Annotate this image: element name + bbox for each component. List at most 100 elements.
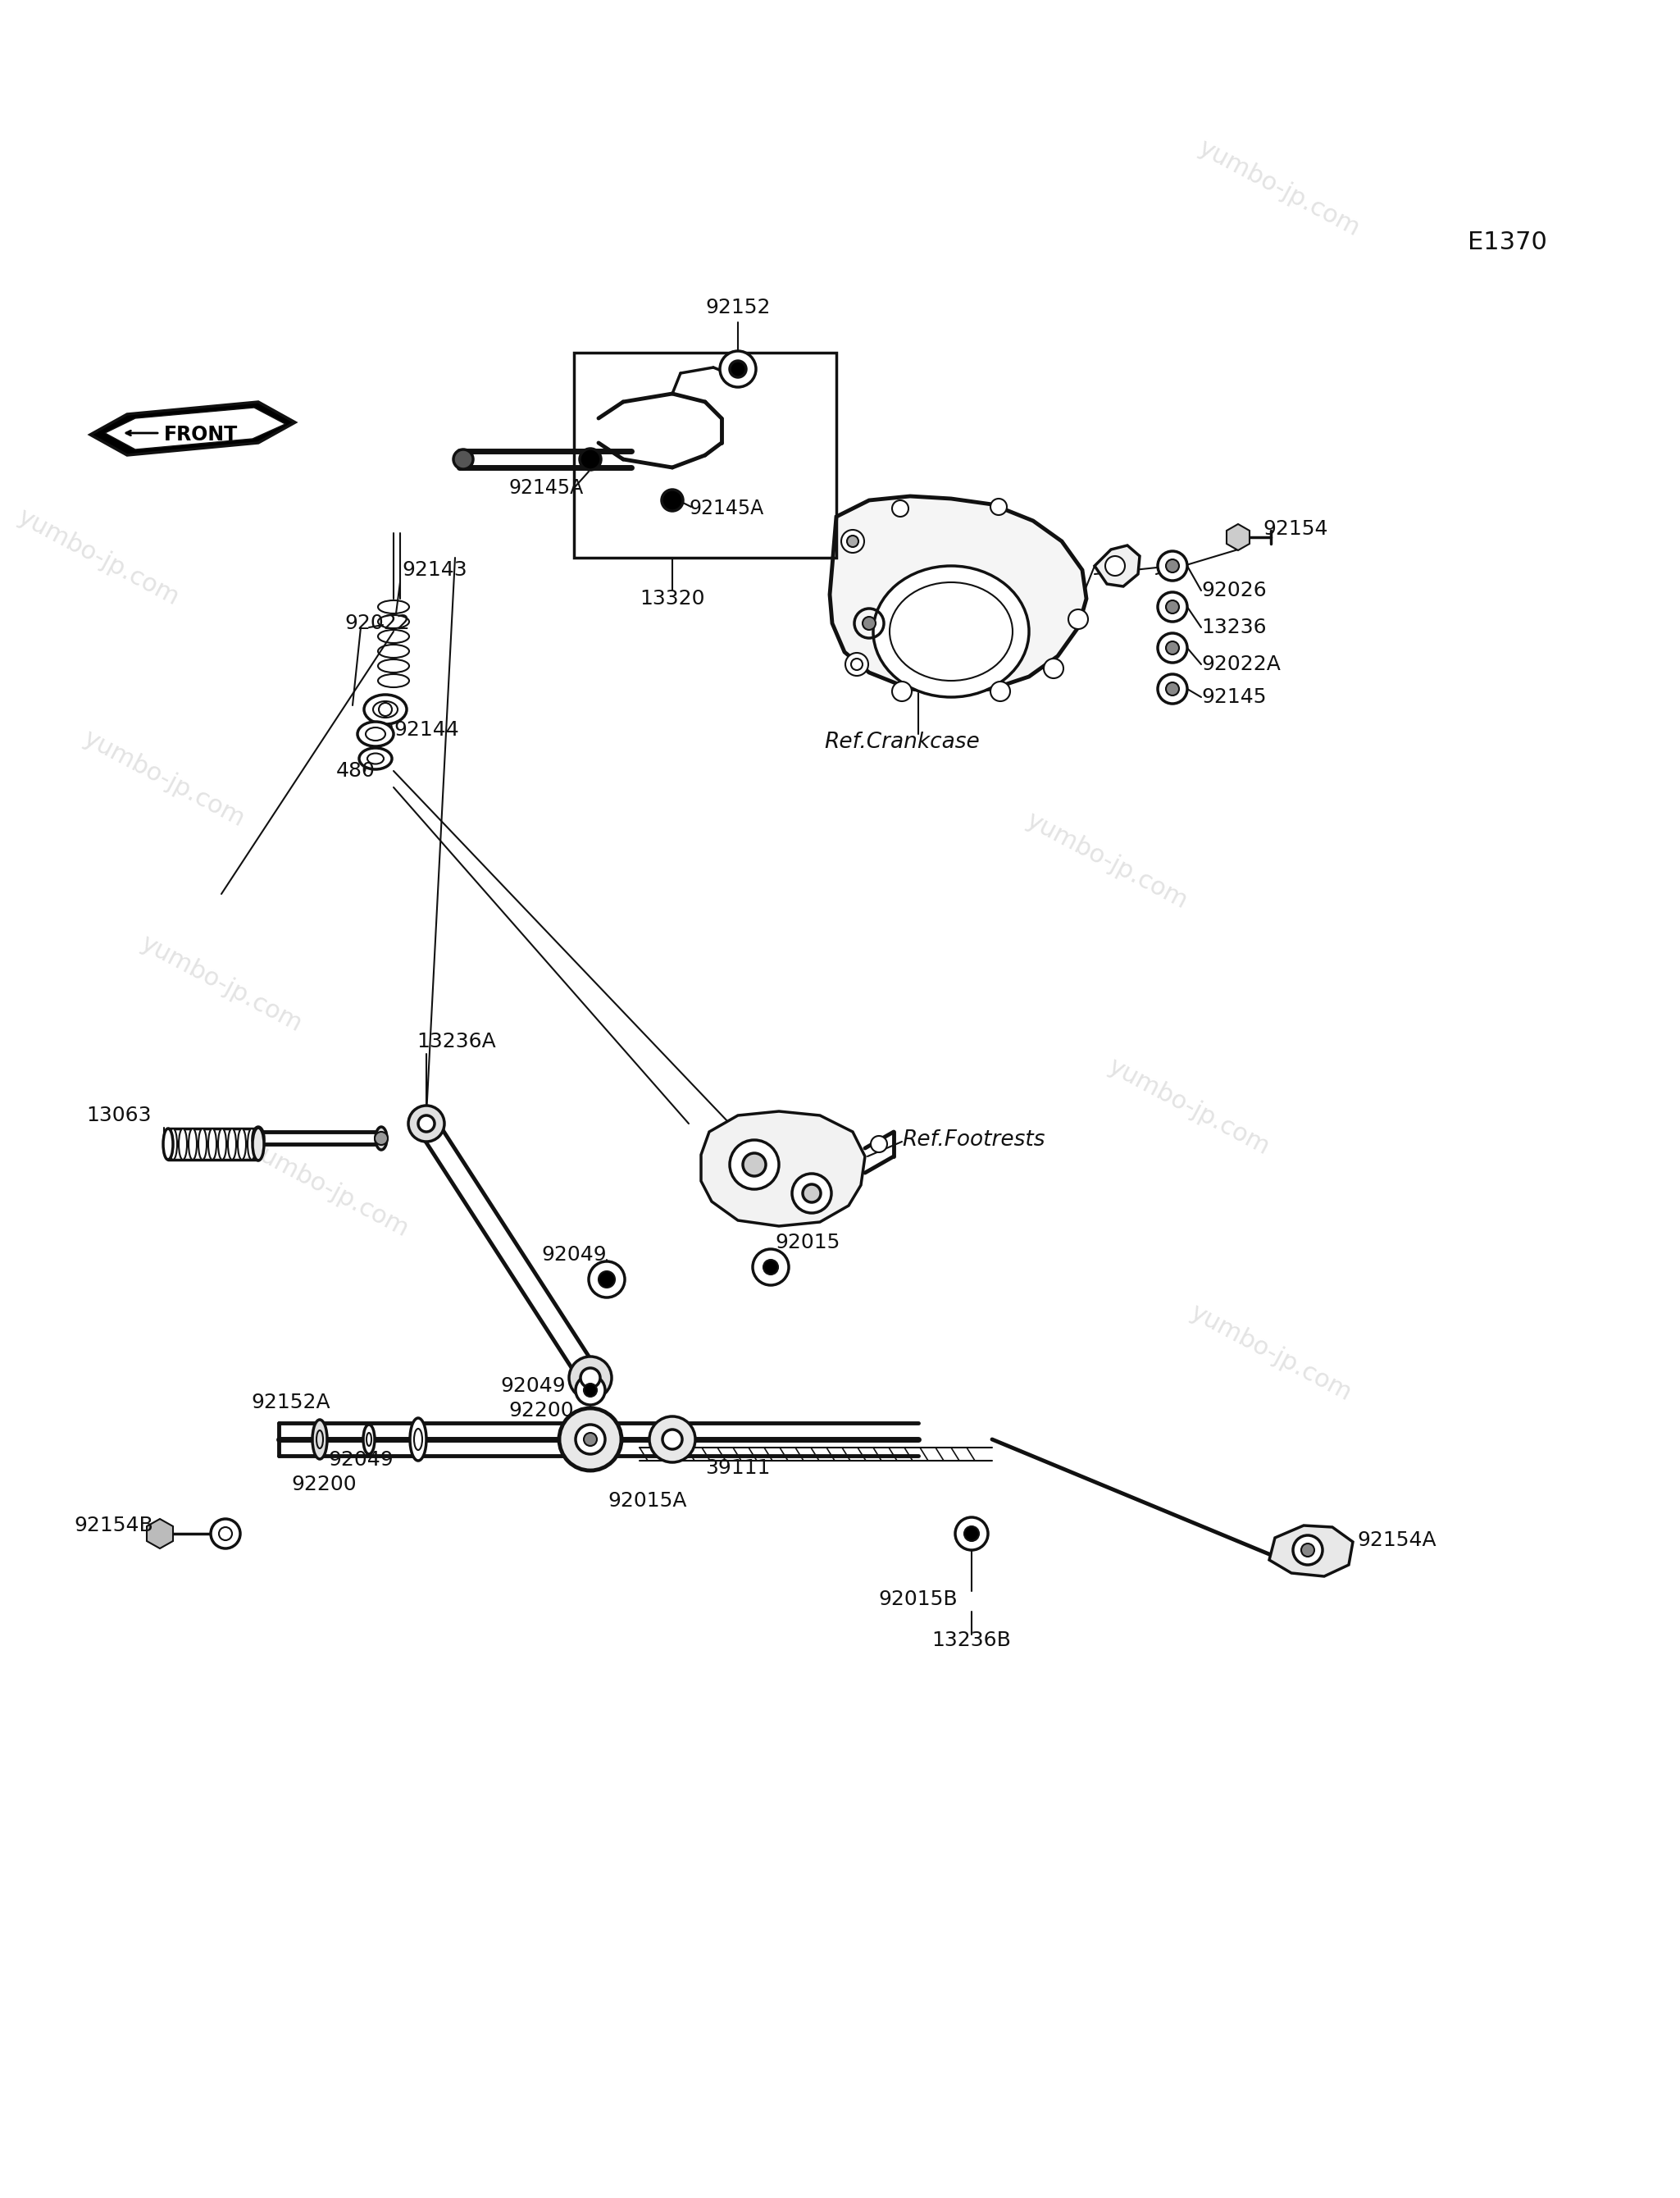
Text: 13063: 13063 xyxy=(86,1106,151,1125)
Text: 13236: 13236 xyxy=(1201,618,1267,637)
Circle shape xyxy=(842,530,864,552)
Text: 92049: 92049 xyxy=(541,1244,606,1264)
Circle shape xyxy=(991,681,1010,701)
Circle shape xyxy=(845,653,869,675)
Circle shape xyxy=(964,1525,979,1541)
Circle shape xyxy=(1105,556,1126,576)
Circle shape xyxy=(581,1367,600,1387)
Circle shape xyxy=(1166,558,1179,571)
Circle shape xyxy=(1158,591,1188,622)
Circle shape xyxy=(1158,552,1188,580)
Circle shape xyxy=(559,1409,622,1470)
Text: 92144: 92144 xyxy=(393,721,459,741)
Circle shape xyxy=(576,1424,605,1455)
Polygon shape xyxy=(830,497,1087,692)
Text: 92015A: 92015A xyxy=(608,1490,687,1510)
Circle shape xyxy=(375,1132,388,1145)
Text: 92200: 92200 xyxy=(509,1400,575,1420)
Circle shape xyxy=(580,448,601,470)
Text: Ref.Footrests: Ref.Footrests xyxy=(902,1130,1045,1152)
Circle shape xyxy=(588,1262,625,1297)
Text: 92015B: 92015B xyxy=(879,1589,958,1609)
Circle shape xyxy=(721,352,756,387)
Ellipse shape xyxy=(178,1128,186,1161)
Circle shape xyxy=(956,1517,988,1550)
Circle shape xyxy=(729,1141,780,1189)
Text: 92145: 92145 xyxy=(1201,688,1267,708)
Circle shape xyxy=(791,1174,832,1213)
Text: Ref.Crankcase: Ref.Crankcase xyxy=(825,732,979,754)
Circle shape xyxy=(763,1259,778,1275)
Text: yumbo-jp.com: yumbo-jp.com xyxy=(1186,1301,1356,1407)
Ellipse shape xyxy=(188,1128,197,1161)
Text: 92145A: 92145A xyxy=(689,499,763,519)
Polygon shape xyxy=(701,1112,865,1226)
Text: FRONT: FRONT xyxy=(165,424,239,444)
Text: E1370: E1370 xyxy=(1468,231,1547,253)
Ellipse shape xyxy=(218,1128,227,1161)
Text: 480: 480 xyxy=(336,761,375,780)
Circle shape xyxy=(598,1270,615,1288)
Circle shape xyxy=(753,1248,788,1286)
Polygon shape xyxy=(146,1519,173,1547)
Ellipse shape xyxy=(410,1418,427,1462)
Ellipse shape xyxy=(247,1128,255,1161)
Circle shape xyxy=(576,1376,605,1405)
Ellipse shape xyxy=(228,1128,237,1161)
Text: 92022A: 92022A xyxy=(1201,655,1280,675)
Circle shape xyxy=(862,618,875,631)
Ellipse shape xyxy=(360,747,391,769)
Ellipse shape xyxy=(312,1420,328,1459)
Text: 92143: 92143 xyxy=(402,560,467,580)
Circle shape xyxy=(650,1416,696,1462)
Ellipse shape xyxy=(170,1128,176,1161)
Circle shape xyxy=(454,448,474,468)
Circle shape xyxy=(583,1383,596,1396)
Circle shape xyxy=(570,1356,612,1400)
Ellipse shape xyxy=(376,1128,386,1150)
Ellipse shape xyxy=(363,1424,375,1455)
Text: 92154: 92154 xyxy=(1263,519,1327,539)
Text: 92026: 92026 xyxy=(1201,580,1267,600)
Text: 13236B: 13236B xyxy=(932,1631,1011,1651)
Circle shape xyxy=(583,1433,596,1446)
Circle shape xyxy=(1166,642,1179,655)
Ellipse shape xyxy=(208,1128,217,1161)
Text: yumbo-jp.com: yumbo-jp.com xyxy=(1021,809,1191,914)
Circle shape xyxy=(729,360,746,378)
Text: yumbo-jp.com: yumbo-jp.com xyxy=(244,1136,413,1242)
Text: 92154B: 92154B xyxy=(74,1517,153,1536)
Ellipse shape xyxy=(358,721,393,747)
Text: 92145A: 92145A xyxy=(509,479,583,497)
Polygon shape xyxy=(91,402,296,455)
Circle shape xyxy=(1294,1536,1322,1565)
Ellipse shape xyxy=(252,1128,264,1150)
Ellipse shape xyxy=(365,695,407,723)
Polygon shape xyxy=(1268,1525,1352,1576)
Circle shape xyxy=(870,1136,887,1152)
Polygon shape xyxy=(104,407,286,448)
Circle shape xyxy=(408,1106,445,1141)
Circle shape xyxy=(1158,675,1188,703)
Text: 92154A: 92154A xyxy=(1357,1530,1436,1550)
Polygon shape xyxy=(1095,545,1139,587)
Text: yumbo-jp.com: yumbo-jp.com xyxy=(136,932,306,1037)
Circle shape xyxy=(892,501,909,517)
Circle shape xyxy=(1068,609,1089,629)
Circle shape xyxy=(662,490,684,510)
Circle shape xyxy=(892,681,912,701)
Text: 92015: 92015 xyxy=(774,1233,840,1253)
Text: 13320: 13320 xyxy=(640,589,706,609)
Circle shape xyxy=(418,1114,435,1132)
Text: yumbo-jp.com: yumbo-jp.com xyxy=(79,728,249,831)
Circle shape xyxy=(991,499,1006,514)
Circle shape xyxy=(743,1154,766,1176)
Text: yumbo-jp.com: yumbo-jp.com xyxy=(13,506,183,611)
Text: yumbo-jp.com: yumbo-jp.com xyxy=(1194,136,1364,242)
Ellipse shape xyxy=(239,1128,245,1161)
Text: 39111: 39111 xyxy=(706,1457,771,1477)
Text: 92049: 92049 xyxy=(328,1451,393,1470)
Text: 92152A: 92152A xyxy=(252,1394,331,1413)
Text: 92152: 92152 xyxy=(706,297,771,317)
Circle shape xyxy=(803,1185,822,1202)
